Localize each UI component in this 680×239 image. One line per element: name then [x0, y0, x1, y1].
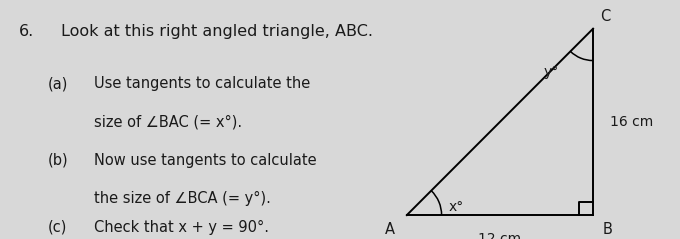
Text: (b): (b) — [48, 153, 69, 168]
Text: y°: y° — [543, 65, 559, 79]
Text: A: A — [384, 222, 394, 237]
Text: 12 cm: 12 cm — [479, 232, 522, 239]
Text: size of ∠BAC (= x°).: size of ∠BAC (= x°). — [94, 115, 242, 130]
Text: the size of ∠BCA (= y°).: the size of ∠BCA (= y°). — [94, 191, 271, 206]
Text: B: B — [603, 222, 613, 237]
Text: Now use tangents to calculate: Now use tangents to calculate — [94, 153, 317, 168]
Text: x°: x° — [449, 200, 464, 214]
Text: (a): (a) — [48, 76, 69, 92]
Text: Look at this right angled triangle, ABC.: Look at this right angled triangle, ABC. — [61, 24, 373, 39]
Text: 16 cm: 16 cm — [611, 115, 653, 129]
Text: C: C — [600, 9, 611, 24]
Text: 6.: 6. — [19, 24, 34, 39]
Text: Use tangents to calculate the: Use tangents to calculate the — [94, 76, 310, 92]
Text: (c): (c) — [48, 220, 67, 235]
Text: Check that x + y = 90°.: Check that x + y = 90°. — [94, 220, 269, 235]
